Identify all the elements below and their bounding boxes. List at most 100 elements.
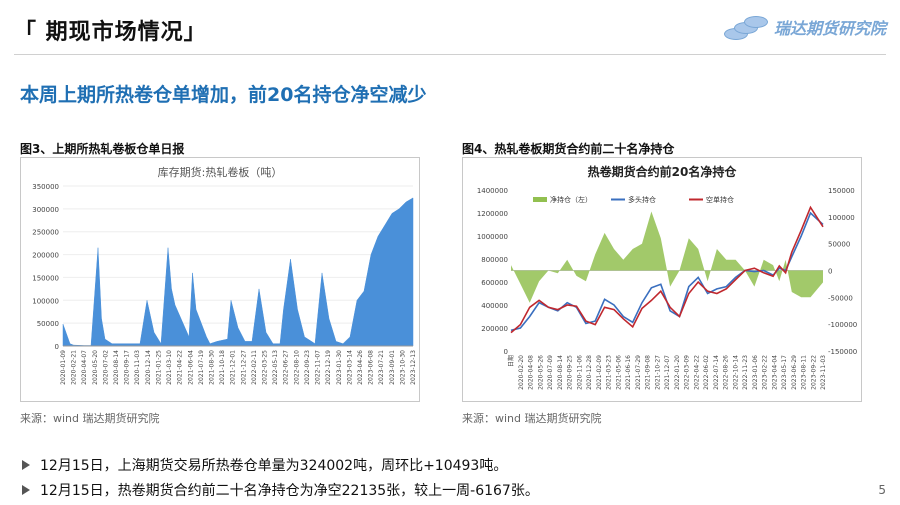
x-tick-label: 2021-06-16 <box>625 355 632 390</box>
x-tick-label: 2021-10-27 <box>654 355 661 390</box>
x-tick-label: 2022-07-14 <box>713 355 720 390</box>
brand-logo: 瑞达期货研究院 <box>723 14 886 40</box>
page-number: 5 <box>878 483 886 497</box>
x-tick-label: 2023-09-01 <box>389 350 396 385</box>
y-tick-label: 100000 <box>32 297 59 305</box>
net-position-series <box>511 211 823 303</box>
y-tick-label: 350000 <box>32 183 59 191</box>
x-tick-label: 2023-05-17 <box>781 355 788 390</box>
x-tick-label: 2021-09-08 <box>645 355 652 390</box>
x-tick-label: 2022-05-13 <box>272 350 279 385</box>
y-tick-label: 1000000 <box>477 233 508 241</box>
y2-tick-label: -50000 <box>828 294 853 302</box>
y-tick-label: 150000 <box>32 274 59 282</box>
x-tick-label: 2022-04-22 <box>693 355 700 390</box>
x-tick-label: 2020-01-09 <box>60 350 67 385</box>
bullet-item: 12月15日，热卷期货合约前二十名净持仓为净空22135张，较上一周-6167张… <box>22 480 539 500</box>
y2-tick-label: -100000 <box>828 321 857 329</box>
x-tick-label: 2021-03-23 <box>606 355 613 390</box>
y2-tick-label: 50000 <box>828 241 850 249</box>
x-tick-label: 2021-12-07 <box>664 355 671 390</box>
y-tick-label: 1200000 <box>477 210 508 218</box>
y-tick-label: 600000 <box>481 279 508 287</box>
x-tick-label: 2020-09-25 <box>567 355 574 390</box>
legend-swatch <box>533 197 547 202</box>
x-tick-label: 2021-01-25 <box>155 350 162 385</box>
x-tick-label: 2021-12-27 <box>240 350 247 385</box>
x-tick-label: 2020-05-20 <box>92 350 99 385</box>
x-tick-label: 2022-11-23 <box>742 355 749 390</box>
y-tick-label: 200000 <box>481 325 508 333</box>
x-tick-label: 2020-02-20 <box>518 355 525 390</box>
figure3-source: 来源：wind 瑞达期货研究院 <box>20 412 160 425</box>
brand-name: 瑞达期货研究院 <box>773 19 886 38</box>
y-tick-label: 200000 <box>32 252 59 260</box>
page-header-title: 「 期现市场情况」 <box>14 20 207 45</box>
x-tick-label: 2021-07-29 <box>635 355 642 390</box>
figure4-panel: 热卷期货合约前20名净持仓 0 200000 400000 600000 800000 10… <box>462 157 862 402</box>
chart-title: 库存期货:热轧卷板（吨） <box>158 165 283 179</box>
x-tick-label: 2023-11-03 <box>820 355 827 390</box>
x-tick-label: 2020-12-28 <box>586 355 593 390</box>
x-tick-label: 2020-04-07 <box>81 350 88 385</box>
x-tick-label: 2023-02-22 <box>762 355 769 390</box>
y2-tick-label: 150000 <box>828 187 855 195</box>
y-tick-label: 250000 <box>32 229 59 237</box>
header-divider <box>14 54 886 55</box>
x-tick-label: 2022-03-09 <box>684 355 691 390</box>
x-tick-label: 2021-12-01 <box>230 350 237 385</box>
x-tick-label: 2021-08-30 <box>208 350 215 385</box>
figure4-caption: 图4、热轧卷板期货合约前二十名净持仓 <box>462 142 675 156</box>
y-tick-label: 0 <box>55 343 59 351</box>
x-tick-label: 2021-06-04 <box>187 350 194 385</box>
x-tick-label: 2020-02-21 <box>71 350 78 385</box>
figure4-source: 来源：wind 瑞达期货研究院 <box>462 412 602 425</box>
triangle-bullet-icon <box>22 460 30 470</box>
x-tick-label: 2020-11-06 <box>576 355 583 390</box>
x-tick-label: 2022-09-23 <box>304 350 311 385</box>
y-tick-label: 1400000 <box>477 187 508 195</box>
bullet-text: 12月15日，热卷期货合约前二十名净持仓为净空22135张，较上一周-6167张… <box>40 483 539 499</box>
y-tick-label: 300000 <box>32 206 59 214</box>
bullet-text: 12月15日，上海期货交易所热卷仓单量为324002吨，周环比+10493吨。 <box>40 458 508 474</box>
x-tick-label: 2021-10-18 <box>219 350 226 385</box>
x-tick-label: 2020-08-14 <box>113 350 120 385</box>
legend-label: 净持仓（左） <box>550 195 592 204</box>
x-tick-label: 2020-07-09 <box>547 355 554 390</box>
y2-tick-label: 0 <box>828 268 832 276</box>
x-tick-label: 2021-03-10 <box>166 350 173 385</box>
x-tick-label: 2021-04-22 <box>177 350 184 385</box>
x-tick-label: 2021-02-09 <box>596 355 603 390</box>
y-tick-label: 0 <box>504 348 508 356</box>
x-tick-label: 2023-06-29 <box>791 355 798 390</box>
x-tick-label: 2023-04-26 <box>357 350 364 385</box>
bullet-item: 12月15日，上海期货交易所热卷仓单量为324002吨，周环比+10493吨。 <box>22 455 507 475</box>
x-tick-label: 2020-07-02 <box>102 350 109 385</box>
x-tick-label: 2020-05-26 <box>537 355 544 390</box>
x-tick-label: 2023-01-06 <box>752 355 759 390</box>
x-tick-label: 2022-10-14 <box>732 355 739 390</box>
x-tick-label: 2023-07-21 <box>378 350 385 385</box>
y2-tick-label: 100000 <box>828 214 855 222</box>
slide-subtitle: 本周上期所热卷仓单增加，前20名持仓净空减少 <box>20 84 427 106</box>
x-tick-label: 2022-12-19 <box>325 350 332 385</box>
x-tick-label: 2020-12-14 <box>145 350 152 385</box>
short-position-series <box>510 205 824 334</box>
x-tick-label: 2023-01-30 <box>336 350 343 385</box>
x-tick-label: 2023-04-04 <box>771 355 778 390</box>
x-tick-label: 2023-10-30 <box>399 350 406 385</box>
x-tick-label: 2021-07-19 <box>198 350 205 385</box>
x-tick-label: 2023-03-14 <box>346 350 353 385</box>
x-tick-label: 2022-08-10 <box>293 350 300 385</box>
warehouse-receipt-chart: 库存期货:热轧卷板（吨） 0 50000 100000 150000 200000 2500… <box>32 165 417 385</box>
x-tick-label: 2023-09-22 <box>810 355 817 390</box>
x-tick-label: 2022-03-25 <box>262 350 269 385</box>
x-tick-label: 2021-05-06 <box>615 355 622 390</box>
x-tick-label: 2023-06-08 <box>368 350 375 385</box>
y-tick-label: 400000 <box>481 302 508 310</box>
coins-icon <box>723 14 768 40</box>
x-tick-label: 2022-01-20 <box>674 355 681 390</box>
legend-label: 多头持仓 <box>628 195 656 204</box>
x-tick-label: 2020-04-08 <box>528 355 535 390</box>
x-tick-label: 日期 <box>507 355 515 367</box>
